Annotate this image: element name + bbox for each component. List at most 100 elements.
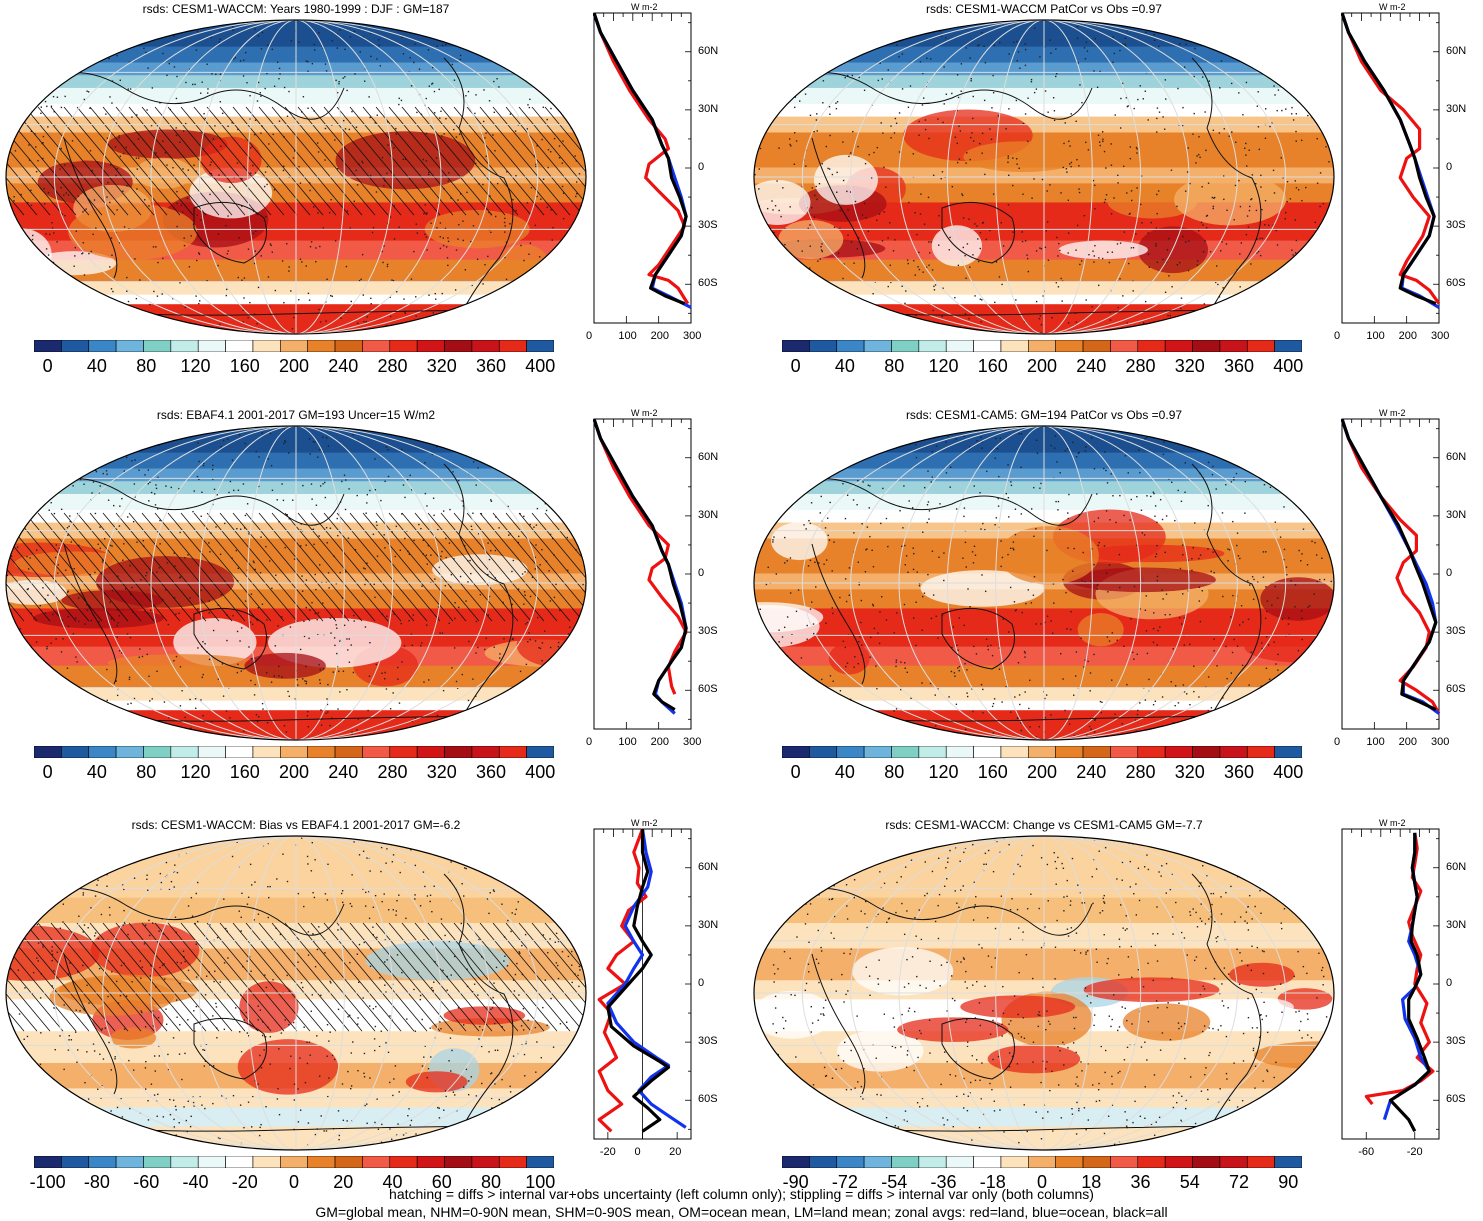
- colorbar-swatch: [1246, 746, 1275, 758]
- colorbar-swatch: [782, 340, 810, 352]
- colorbar-swatch: [61, 746, 90, 758]
- zonal-x-tick-label: 200: [1398, 330, 1418, 342]
- colorbar-swatch: [1028, 1156, 1056, 1168]
- colorbar-swatch: [471, 746, 500, 758]
- colorbar-swatch: [526, 746, 554, 758]
- latitude-tick-label: 60N: [1446, 450, 1467, 463]
- latitude-tick-label: 60N: [698, 450, 719, 463]
- colorbar-swatch: [1192, 340, 1221, 352]
- panel-title: rsds: CESM1-WACCM: Change vs CESM1-CAM5 …: [885, 818, 1203, 832]
- colorbar-swatch: [1219, 1156, 1248, 1168]
- colorbar-tick-label: -90: [782, 1172, 809, 1192]
- latitude-tick-label: 30S: [1446, 219, 1466, 232]
- colorbar-swatch: [307, 340, 336, 352]
- colorbar-swatch: [389, 746, 418, 758]
- colorbar-tick-label: 160: [977, 356, 1008, 376]
- colorbar-tick-label: 40: [834, 762, 855, 782]
- colorbar-tick-label: 0: [790, 356, 801, 376]
- zonal-x-tick-label: 300: [683, 736, 702, 748]
- colorbar-swatch: [389, 1156, 418, 1168]
- colorbar-swatch: [1274, 746, 1302, 758]
- colorbar-tick-label: -20: [231, 1172, 258, 1192]
- colorbar-swatch: [115, 1156, 144, 1168]
- colorbar-swatch: [471, 1156, 500, 1168]
- colorbar-swatch: [389, 340, 418, 352]
- zonal-unit-label: W m-2: [631, 408, 658, 418]
- colorbar-tick-label: 280: [1125, 762, 1156, 782]
- world-map: [5, 835, 587, 1151]
- colorbar-swatch: [61, 1156, 90, 1168]
- colorbar-swatch: [836, 1156, 865, 1168]
- colorbar-swatch: [836, 340, 865, 352]
- colorbar-swatch: [1246, 1156, 1275, 1168]
- zonal-x-tick-label: 0: [586, 330, 593, 342]
- latitude-tick-label: 30S: [1446, 1035, 1466, 1048]
- zonal-mean-plot: [1341, 12, 1440, 324]
- colorbar-swatch: [863, 340, 892, 352]
- zonal-x-tick-label: -20: [1406, 1146, 1423, 1158]
- colorbar-tick-label: -18: [979, 1172, 1006, 1192]
- colorbar-tick-label: 320: [1174, 762, 1205, 782]
- colorbar-swatch: [1000, 746, 1029, 758]
- colorbar-swatch: [1055, 340, 1084, 352]
- zonal-x-tick-label: 300: [1431, 736, 1450, 748]
- latitude-tick-label: 60N: [698, 860, 719, 873]
- zonal-series-all: [1388, 832, 1431, 1133]
- colorbar-tick-label: 20: [333, 1172, 354, 1192]
- zonal-x-tick-label: 100: [1366, 736, 1385, 748]
- colorbar-tick-label: 240: [1076, 356, 1107, 376]
- colorbar-swatch: [863, 1156, 892, 1168]
- colorbar-tick-label: 0: [790, 762, 801, 782]
- colorbar-tick-label: 80: [481, 1172, 502, 1192]
- footer-note-hatching: hatching = diffs > internal var+obs unce…: [389, 1186, 1094, 1202]
- colorbar-swatch: [170, 1156, 199, 1168]
- zonal-x-tick-label: 200: [1398, 736, 1418, 748]
- zonal-mean-plot: [593, 418, 692, 730]
- colorbar: [34, 340, 554, 352]
- colorbar-swatch: [444, 340, 473, 352]
- colorbar-tick-label: 320: [1174, 356, 1205, 376]
- colorbar: [782, 1156, 1302, 1168]
- colorbar-swatch: [891, 1156, 920, 1168]
- colorbar-swatch: [334, 340, 363, 352]
- colorbar-swatch: [1137, 746, 1166, 758]
- world-map: [5, 425, 587, 741]
- latitude-tick-label: 30N: [698, 102, 719, 115]
- colorbar-tick-label: 40: [382, 1172, 403, 1192]
- colorbar-swatch: [115, 340, 144, 352]
- latitude-tick-label: 60S: [1446, 1093, 1466, 1106]
- colorbar-swatch: [416, 746, 445, 758]
- zonal-x-tick-label: -60: [1358, 1146, 1375, 1158]
- colorbar-swatch: [143, 746, 172, 758]
- zonal-x-tick-label: 100: [618, 330, 637, 342]
- colorbar-swatch: [1055, 1156, 1084, 1168]
- latitude-tick-label: 0: [698, 977, 705, 989]
- colorbar-swatch: [471, 340, 500, 352]
- colorbar-tick-label: 100: [525, 1172, 556, 1192]
- colorbar-swatch: [280, 746, 308, 758]
- colorbar-tick-label: 0: [1036, 1172, 1048, 1192]
- latitude-tick-label: 60N: [1446, 860, 1467, 873]
- latitude-tick-label: 30S: [1446, 625, 1466, 638]
- colorbar-swatch: [1137, 340, 1166, 352]
- zonal-x-tick-label: 0: [1334, 330, 1341, 342]
- colorbar-swatch: [88, 1156, 117, 1168]
- colorbar-swatch: [945, 1156, 974, 1168]
- colorbar-swatch: [225, 746, 254, 758]
- colorbar-labels: 0 40 80 120 160 200 240 280 320 360 400: [34, 762, 556, 784]
- latitude-tick-label: 30N: [1446, 918, 1467, 931]
- colorbar-swatch: [362, 746, 391, 758]
- colorbar-swatch: [973, 340, 1002, 352]
- colorbar-tick-label: 72: [1229, 1172, 1250, 1192]
- colorbar-tick-label: 360: [1224, 356, 1255, 376]
- zonal-x-tick-label: 300: [1431, 330, 1450, 342]
- zonal-unit-label: W m-2: [631, 818, 658, 828]
- colorbar-tick-label: 0: [42, 356, 53, 376]
- colorbar-swatch: [945, 746, 974, 758]
- zonal-mean-plot: [1341, 418, 1440, 730]
- colorbar-tick-label: 320: [426, 762, 457, 782]
- colorbar-tick-label: 54: [1179, 1172, 1200, 1192]
- colorbar-swatch: [891, 746, 920, 758]
- colorbar-swatch: [945, 340, 974, 352]
- colorbar-swatch: [809, 340, 838, 352]
